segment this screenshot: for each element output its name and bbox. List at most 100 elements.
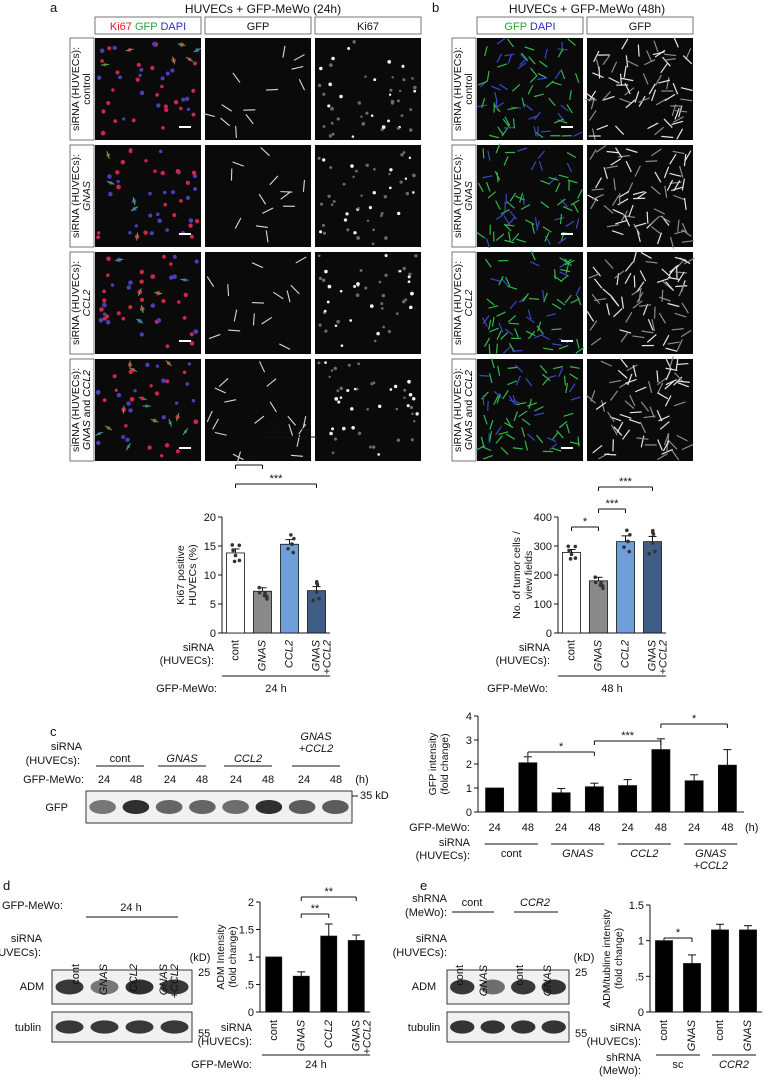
blot-label: (MeWo): — [405, 907, 447, 919]
y-tick-label: 5 — [210, 599, 216, 611]
cell-nucleus-mark — [97, 231, 100, 234]
cell-nucleus-mark — [162, 255, 166, 259]
x-tick-label: 24 — [555, 822, 567, 834]
cell-nucleus-mark — [130, 397, 135, 402]
cell-nucleus-mark — [322, 224, 325, 227]
cell-nucleus-mark — [355, 170, 358, 173]
cell-nucleus-mark — [186, 181, 190, 185]
blot-label: (HUVECs): — [26, 755, 80, 767]
cell-nucleus-mark — [165, 228, 169, 232]
data-point — [265, 597, 269, 601]
cell-nucleus-mark — [96, 441, 100, 445]
row-label-line2: GNAS and CCL2 — [81, 370, 93, 450]
cell-nucleus-mark — [106, 257, 111, 262]
cell-nucleus-mark — [183, 371, 187, 375]
cell-nucleus-mark — [193, 329, 198, 334]
cell-nucleus-mark — [96, 390, 101, 395]
cell-nucleus-mark — [156, 212, 160, 216]
cell-nucleus-mark — [122, 317, 126, 321]
blot-time: 48 — [196, 774, 208, 786]
cell-nucleus-mark — [356, 236, 360, 240]
x-tick-label: 48 — [522, 822, 534, 834]
cell-nucleus-mark — [389, 168, 392, 171]
cell-nucleus-mark — [164, 104, 168, 108]
cell-nucleus-mark — [409, 108, 412, 111]
blot-band — [289, 800, 316, 814]
cell-nucleus-mark — [160, 454, 163, 457]
bar — [227, 553, 245, 633]
cell-mark — [180, 280, 188, 281]
cell-nucleus-mark — [165, 379, 169, 383]
blot-time: 24 — [298, 774, 310, 786]
cell-nucleus-mark — [353, 231, 356, 234]
cell-nucleus-mark — [111, 88, 114, 91]
y-axis-label: view fields — [523, 551, 535, 599]
cell-nucleus-mark — [407, 404, 410, 407]
cell-nucleus-mark — [195, 219, 199, 223]
cell-nucleus-mark — [339, 95, 343, 99]
data-point — [286, 547, 290, 551]
cell-nucleus-mark — [412, 397, 415, 400]
cell-nucleus-mark — [140, 397, 144, 401]
cell-nucleus-mark — [384, 195, 387, 198]
category-label: cont — [230, 640, 242, 661]
cell-nucleus-mark — [115, 389, 118, 392]
data-point — [628, 533, 632, 537]
bar — [644, 542, 662, 633]
cell-nucleus-mark — [364, 287, 367, 290]
time-value: 24 h — [305, 1059, 326, 1071]
cell-nucleus-mark — [96, 235, 100, 239]
blot-time: 24 — [164, 774, 176, 786]
cell-nucleus-mark — [169, 275, 173, 279]
cell-nucleus-mark — [162, 415, 166, 419]
bar — [293, 976, 309, 1012]
cell-nucleus-mark — [161, 171, 165, 175]
image-background — [477, 145, 583, 247]
significance-label: ** — [311, 903, 320, 915]
cell-nucleus-mark — [381, 212, 384, 215]
data-point — [230, 543, 234, 547]
cell-nucleus-mark — [401, 114, 404, 117]
group-label: CCR2 — [719, 1059, 749, 1071]
cell-nucleus-mark — [331, 427, 334, 430]
blot-gfp — [86, 791, 352, 823]
data-point — [263, 594, 267, 598]
data-point — [599, 583, 603, 587]
cell-nucleus-mark — [409, 157, 411, 159]
cell-nucleus-mark — [192, 113, 196, 117]
blot-band — [91, 1020, 119, 1033]
cell-nucleus-mark — [413, 86, 417, 90]
y-axis-label: No. of tumor cells / — [511, 531, 523, 619]
cell-nucleus-mark — [387, 119, 390, 122]
y-axis-label: GFP intensity — [427, 732, 439, 796]
category-label: CCL2 — [128, 964, 140, 992]
cell-nucleus-mark — [143, 230, 147, 234]
blot-tublin — [52, 1012, 192, 1042]
data-point — [627, 550, 631, 554]
cell-nucleus-mark — [350, 164, 354, 168]
data-point — [237, 543, 241, 547]
cell-nucleus-mark — [101, 109, 105, 113]
cell-nucleus-mark — [188, 362, 191, 365]
cell-nucleus-mark — [159, 150, 163, 154]
y-axis-label: HUVECs (%) — [187, 544, 199, 605]
category-label: cont — [268, 1020, 280, 1041]
micrograph-image — [477, 144, 583, 248]
row-label-line2: GNAS — [81, 181, 93, 211]
cell-nucleus-mark — [336, 320, 340, 324]
blot-band-label: ADM — [20, 981, 44, 993]
y-tick-label: 400 — [534, 512, 552, 524]
cell-nucleus-mark — [322, 279, 325, 282]
cell-nucleus-mark — [388, 330, 391, 333]
cell-nucleus-mark — [397, 99, 400, 102]
y-axis-label: ADM Intensity — [215, 924, 227, 990]
cell-nucleus-mark — [147, 445, 151, 449]
data-point — [238, 559, 242, 563]
cell-nucleus-mark — [409, 393, 413, 397]
image-background — [587, 38, 693, 140]
category-label: +CCL2 — [169, 964, 181, 999]
cell-nucleus-mark — [100, 49, 105, 54]
data-point — [569, 557, 573, 561]
